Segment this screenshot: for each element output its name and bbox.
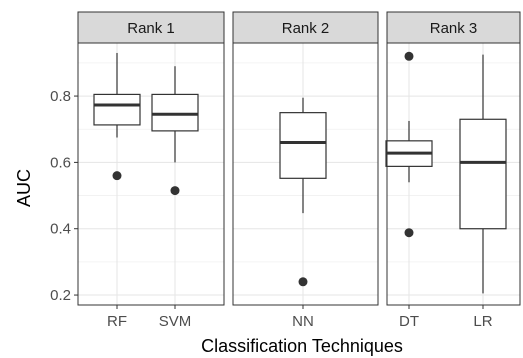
panel-border xyxy=(386,42,521,306)
y-axis-label: AUC xyxy=(14,169,34,207)
x-tick-label: RF xyxy=(107,313,127,330)
panel-border xyxy=(77,42,225,306)
facet-strip-label: Rank 2 xyxy=(282,20,330,37)
outlier-point xyxy=(404,228,414,238)
boxplot-nn xyxy=(279,97,327,287)
facet-panel: Rank 3 DT LR xyxy=(385,11,521,330)
x-tick-label: SVM xyxy=(159,313,192,330)
y-tick-label: 0.2 xyxy=(50,287,71,304)
outlier-point xyxy=(112,171,122,181)
box-iqr xyxy=(279,112,327,179)
x-tick-label: LR xyxy=(473,313,492,330)
outlier-point xyxy=(170,186,180,196)
y-tick-label: 0.6 xyxy=(50,154,71,171)
outlier-point xyxy=(404,51,414,61)
panel-background xyxy=(78,43,224,305)
facet-strip xyxy=(386,11,521,44)
boxplot-rf xyxy=(93,52,141,181)
boxplot-svm xyxy=(151,66,199,196)
boxplot-lr xyxy=(459,54,507,294)
box-iqr xyxy=(151,93,199,132)
boxplot-dt xyxy=(385,51,433,238)
facet-strip xyxy=(232,11,379,44)
x-axis-label: Classification Techniques xyxy=(201,336,403,356)
box-iqr xyxy=(459,118,507,230)
facet-panel: Rank 1 RF SVM xyxy=(77,11,225,330)
y-axis: 0.2 0.4 0.6 0.8 xyxy=(50,88,78,304)
y-tick-label: 0.8 xyxy=(50,88,71,105)
facet-panels: Rank 1 RF SVM Rank 2 NN Rank 3 DT LR xyxy=(77,11,521,330)
facet-strip xyxy=(77,11,225,44)
box-iqr xyxy=(93,93,141,126)
facet-strip-label: Rank 3 xyxy=(430,20,478,37)
x-tick-label: NN xyxy=(292,313,314,330)
y-tick-label: 0.4 xyxy=(50,221,71,238)
x-tick-label: DT xyxy=(399,313,419,330)
facet-strip-label: Rank 1 xyxy=(127,20,175,37)
facet-panel: Rank 2 NN xyxy=(232,11,379,330)
panel-border xyxy=(232,42,379,306)
outlier-point xyxy=(298,277,308,287)
